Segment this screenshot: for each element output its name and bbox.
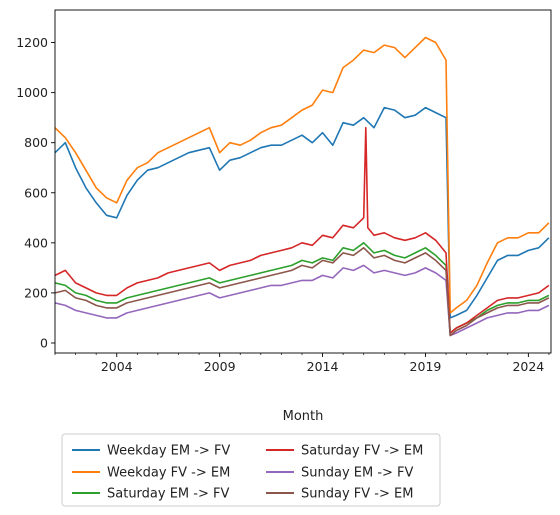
legend: Weekday EM -> FV Weekday FV -> EM Saturday…	[61, 433, 441, 507]
legend-label-5: Sunday EM -> FV	[301, 466, 414, 481]
x-tick-label: 2019	[410, 359, 442, 374]
series-line-1	[55, 106, 550, 319]
x-tick-label: 2014	[307, 359, 339, 374]
y-tick-label: 1200	[16, 35, 48, 50]
legend-label-6: Sunday FV -> EM	[301, 487, 413, 502]
y-tick-label: 0	[40, 335, 48, 350]
y-tick-label: 600	[24, 185, 48, 200]
legend-label-2: Weekday FV -> EM	[107, 466, 230, 481]
y-axis: 0 200 400 600 800 1000 1200	[16, 35, 55, 350]
x-tick-label: 2024	[512, 359, 544, 374]
y-tick-label: 400	[24, 235, 48, 250]
x-tick-label: 2009	[204, 359, 236, 374]
plot-frame	[54, 9, 552, 354]
series-line-2	[55, 36, 550, 314]
y-tick-label: 1000	[16, 85, 48, 100]
y-tick-label: 800	[24, 135, 48, 150]
legend-label-3: Saturday EM -> FV	[107, 487, 229, 502]
x-axis: 2004 2009 2014 2019 2024	[54, 353, 550, 374]
series-line-5	[55, 264, 550, 337]
legend-box	[61, 433, 441, 507]
y-tick-label: 200	[24, 285, 48, 300]
legend-label-1: Weekday EM -> FV	[107, 444, 230, 459]
legend-label-4: Saturday FV -> EM	[301, 444, 423, 459]
plot-lines	[55, 36, 550, 337]
x-tick-label: 2004	[101, 359, 133, 374]
series-line-6	[55, 247, 550, 337]
x-axis-label: Month	[283, 409, 324, 424]
series-line-4	[55, 126, 550, 334]
